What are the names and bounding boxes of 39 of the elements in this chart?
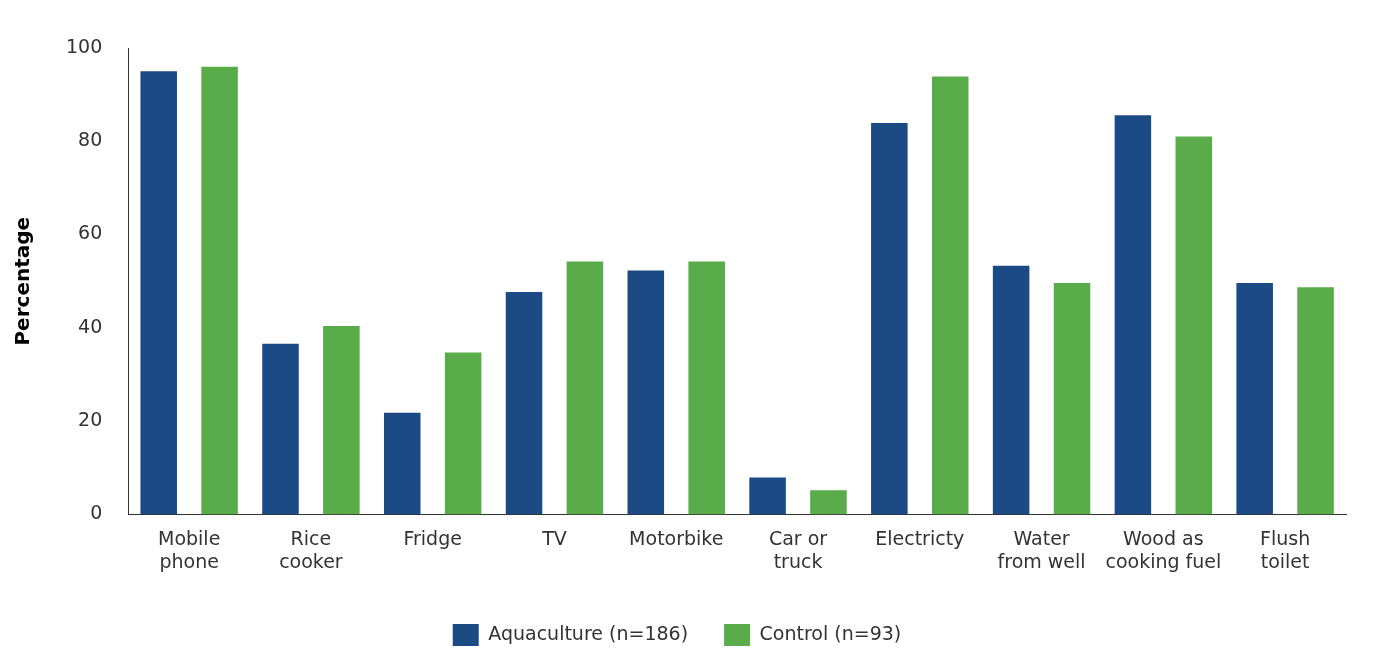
bar [262,343,299,515]
x-tick-label: Flush toilet [1260,526,1311,572]
y-tick-label: 40 [78,314,103,337]
bar [810,490,847,515]
bar [505,291,543,515]
bar [1053,283,1091,515]
bar [627,270,665,515]
x-tick-label: Wood as cooking fuel [1105,526,1222,572]
bar [140,71,177,515]
bar [323,325,360,515]
bar [688,261,725,515]
x-tick-label: Mobile phone [157,526,221,572]
legend-label: Aquaculture (n=186) [488,621,689,644]
bar [1114,115,1152,515]
y-tick-label: 0 [90,501,103,524]
y-tick-label: 100 [66,34,103,57]
y-axis-title: Percentage [10,216,35,346]
bar [871,123,908,515]
x-tick-label: Rice cooker [279,526,343,572]
bar [444,352,482,515]
bar [383,412,421,515]
legend-label: Control (n=93) [759,621,902,644]
bar [1236,283,1273,515]
x-tick-label: Motorbike [629,526,724,549]
bar [992,265,1030,515]
bar [1297,287,1334,515]
bar [201,66,238,515]
x-tick-label: Water from well [997,526,1086,572]
x-tick-label: Electricty [875,526,965,549]
x-tick-label: Fridge [403,526,462,549]
y-tick-label: 20 [78,408,103,431]
bar [1175,136,1213,515]
y-tick-label: 60 [78,221,103,244]
y-tick-label: 80 [78,128,103,151]
x-tick-label: TV [541,526,567,549]
bar [566,261,604,515]
x-tick-label: Car or truck [768,526,828,572]
bar [749,477,786,515]
bar [931,76,969,515]
